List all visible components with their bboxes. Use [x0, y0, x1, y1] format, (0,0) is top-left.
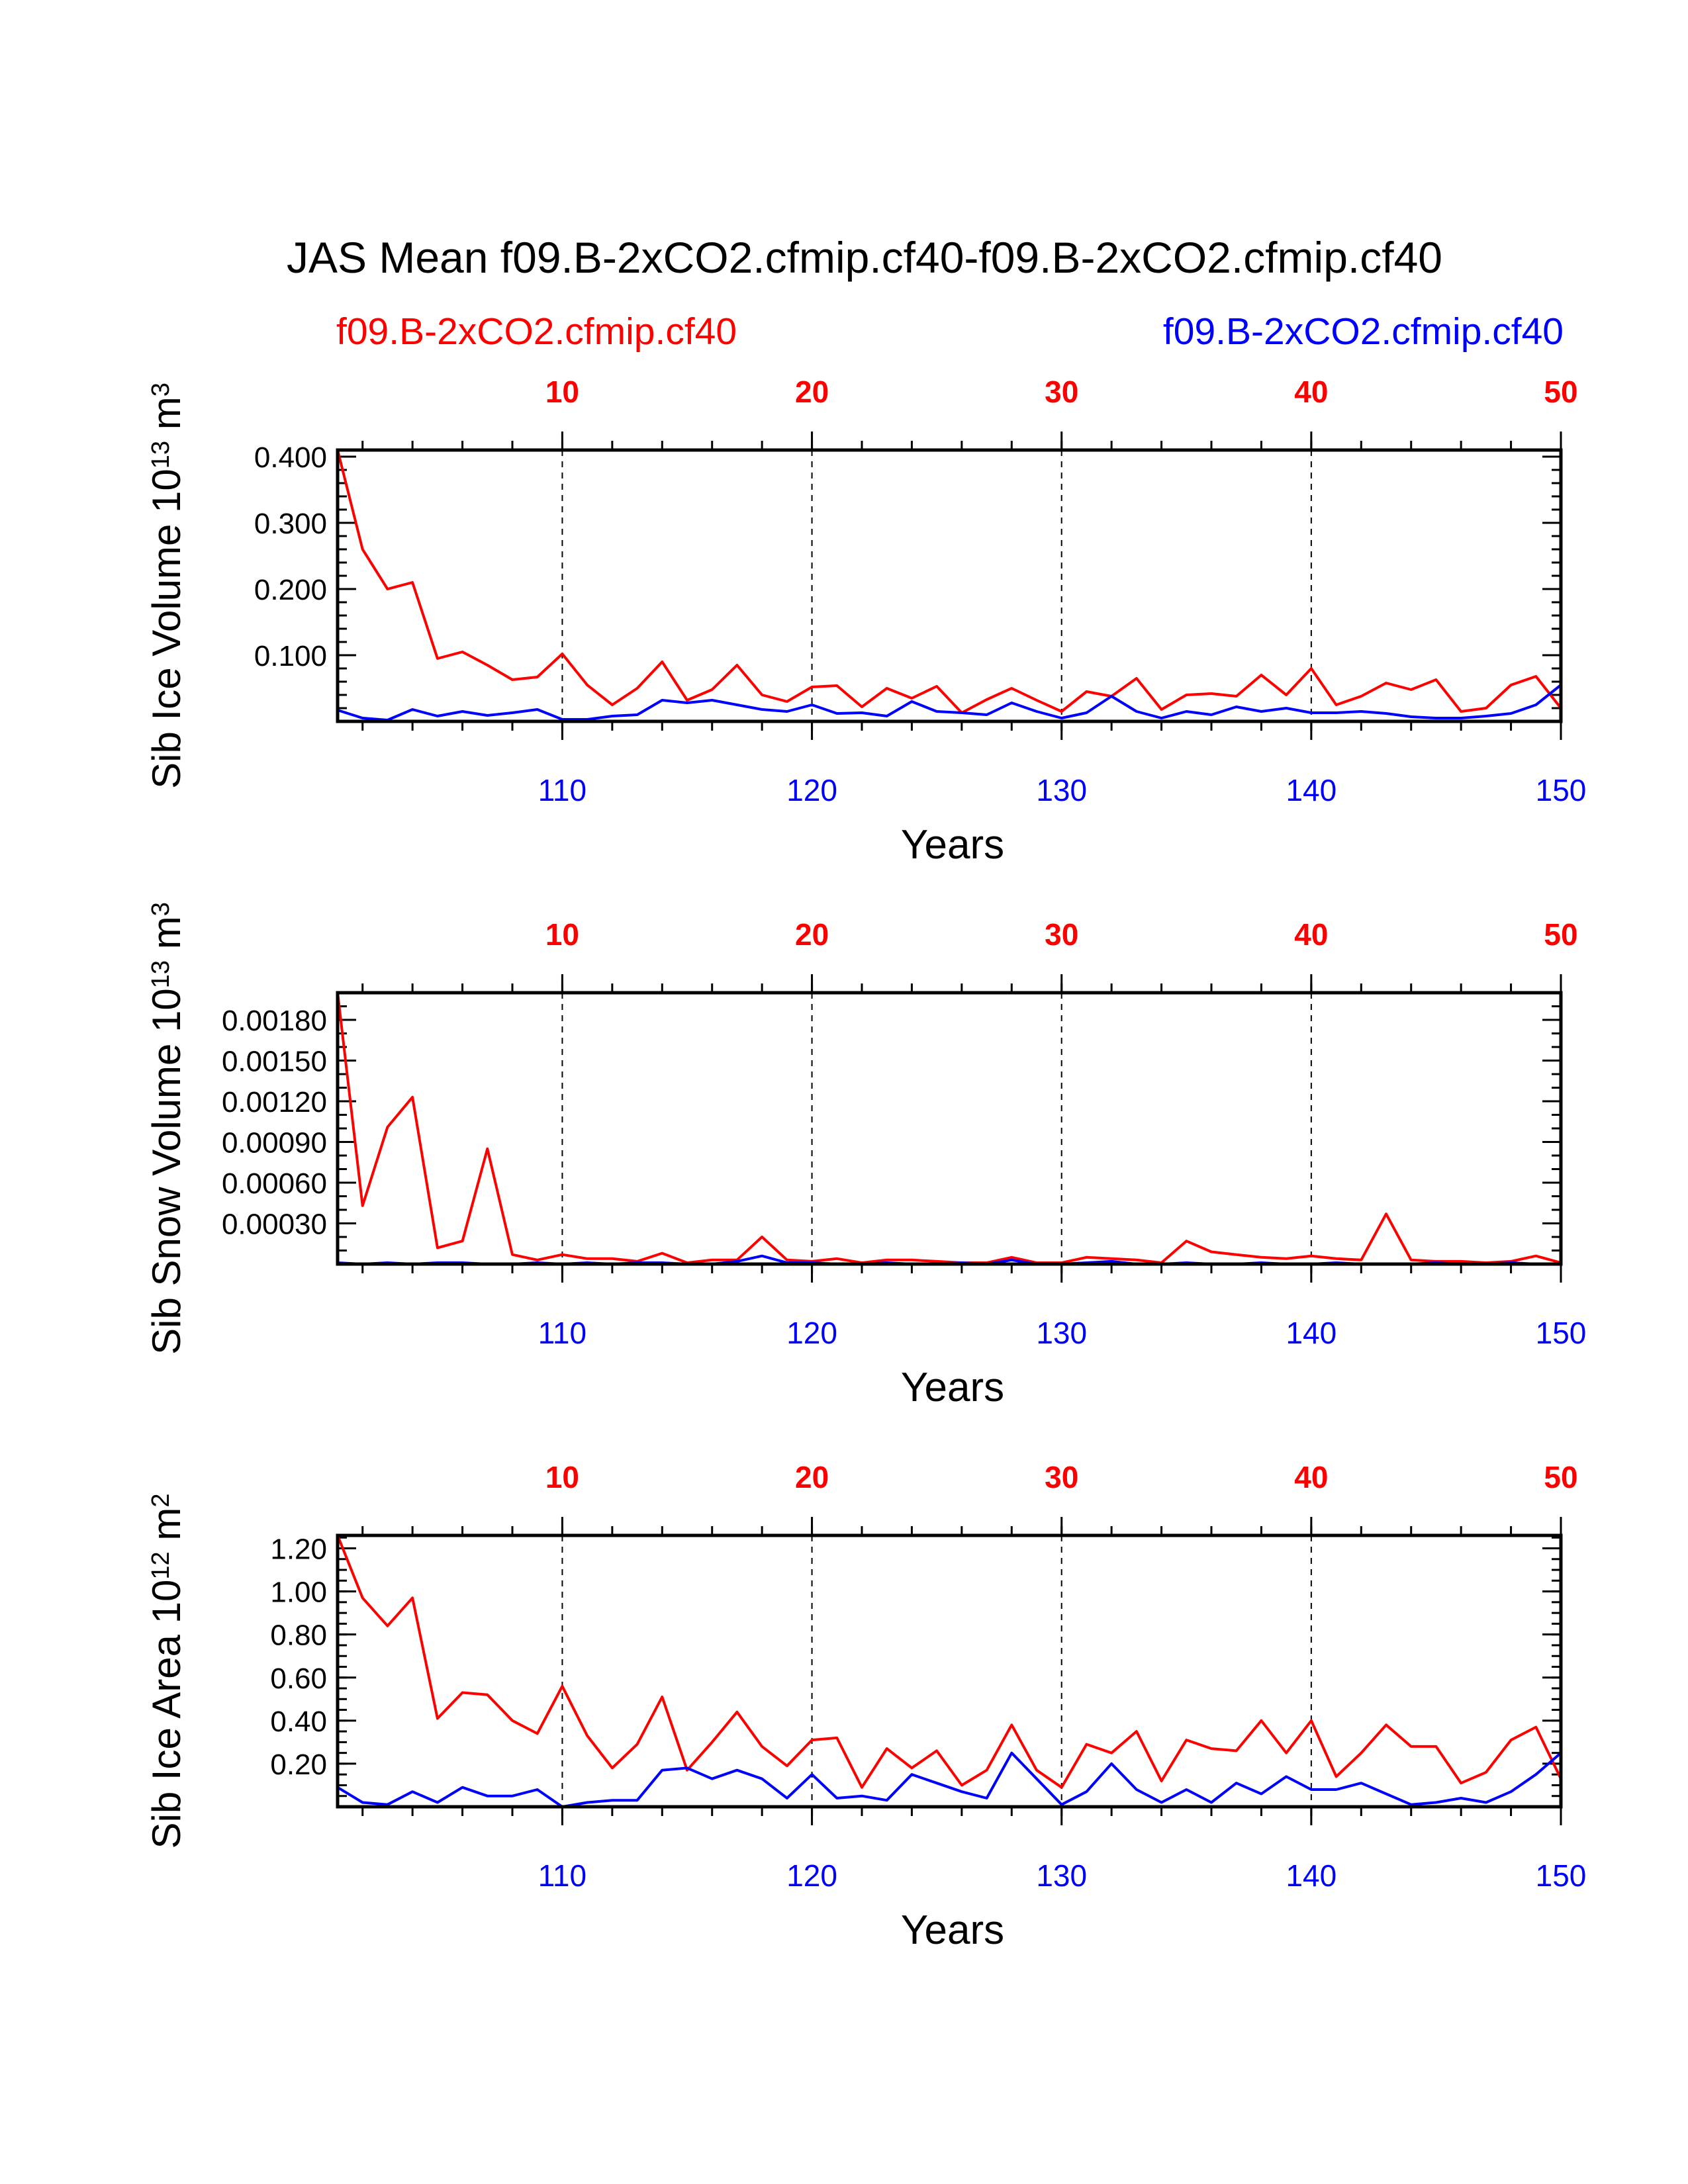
x-tick-label-top: 40 [1294, 375, 1328, 409]
x-tick-label-bottom: 110 [538, 1316, 586, 1350]
x-tick-label-bottom: 120 [786, 773, 837, 807]
panel-3: 110 120 130 140 150 10 20 30 40 50 0.20 0.40 0.60 0.8… [144, 1460, 1586, 1953]
x-tick-label-top: 30 [1045, 1460, 1078, 1494]
plot-frame [336, 448, 1563, 723]
y-tick-label: 1.20 [270, 1533, 327, 1566]
x-tick-label-bottom: 150 [1536, 1316, 1587, 1350]
x-tick-label-top: 50 [1544, 375, 1577, 409]
y-axis-title-superscript: 13 [147, 960, 175, 988]
series-line-red [336, 449, 1562, 714]
y-axis-title-part: m [144, 916, 189, 960]
x-tick-label-bottom: 110 [538, 773, 586, 807]
x-tick-label-top: 40 [1294, 917, 1328, 952]
y-axis-title-superscript: 13 [147, 441, 175, 469]
x-tick-label-top: 10 [545, 917, 579, 952]
y-axis-title-part: Sib Ice Area 10 [144, 1580, 189, 1849]
y-axis-title-part: m [144, 396, 189, 441]
y-tick-label: 0.400 [254, 441, 327, 474]
x-tick-label-top: 30 [1045, 375, 1078, 409]
y-tick-label: 0.00090 [222, 1127, 327, 1160]
y-tick-label: 0.60 [270, 1662, 327, 1695]
series-line-blue [337, 684, 1562, 721]
x-tick-label-top: 20 [795, 375, 829, 409]
y-tick-label: 0.00180 [222, 1005, 327, 1037]
y-axis-title-part: Sib Ice Volume 10 [144, 469, 189, 789]
y-tick-label: 0.40 [270, 1706, 327, 1738]
y-axis-title: Sib Ice Area 1012 m2 [144, 1493, 189, 1848]
panel-2: 110 120 130 140 150 10 20 30 40 50 0.00030 0.00060 0… [144, 902, 1586, 1410]
y-tick-label: 0.00060 [222, 1167, 327, 1200]
y-tick-label: 1.00 [270, 1576, 327, 1609]
x-tick-label-top: 20 [795, 917, 829, 952]
x-tick-label-top: 10 [545, 375, 579, 409]
y-tick-label: 0.00120 [222, 1086, 327, 1118]
x-axis-title: Years [901, 1907, 1004, 1953]
y-tick-label: 0.80 [270, 1619, 327, 1652]
x-tick-label-bottom: 150 [1536, 1858, 1587, 1893]
x-tick-label-bottom: 140 [1286, 1316, 1336, 1350]
x-tick-label-top: 50 [1544, 917, 1577, 952]
y-axis-title-superscript: 3 [147, 902, 175, 916]
x-tick-label-top: 50 [1544, 1460, 1577, 1494]
x-tick-label-top: 40 [1294, 1460, 1328, 1494]
plot-frame [336, 991, 1563, 1266]
y-tick-label: 0.100 [254, 640, 327, 672]
x-tick-label-bottom: 130 [1036, 773, 1087, 807]
x-tick-label-top: 30 [1045, 917, 1078, 952]
y-axis-title-part: m [144, 1508, 189, 1552]
series-line-blue [336, 1751, 1562, 1808]
y-axis-title-superscript: 3 [147, 383, 175, 396]
x-tick-label-bottom: 120 [786, 1316, 837, 1350]
legend-right-label: f09.B-2xCO2.cfmip.cf40 [1163, 310, 1564, 353]
y-axis-title-part: Sib Snow Volume 10 [144, 988, 189, 1355]
x-axis-title: Years [901, 1365, 1004, 1410]
y-axis-title-superscript: 12 [147, 1551, 175, 1579]
y-tick-label: 0.00150 [222, 1046, 327, 1078]
x-tick-label-top: 10 [545, 1460, 579, 1494]
x-tick-label-bottom: 130 [1036, 1858, 1087, 1893]
x-tick-label-bottom: 120 [786, 1858, 837, 1893]
y-tick-label: 0.200 [254, 574, 327, 606]
x-tick-label-bottom: 150 [1536, 773, 1587, 807]
plot-frame [336, 1533, 1563, 1809]
y-axis-title: Sib Ice Volume 1013 m3 [144, 383, 189, 789]
x-tick-label-bottom: 110 [538, 1858, 586, 1893]
main-title: JAS Mean f09.B-2xCO2.cfmip.cf40-f09.B-2x… [287, 233, 1442, 282]
panel-1: 110 120 130 140 150 10 20 30 40 50 0.100 0.200 0.300… [144, 375, 1586, 868]
x-tick-label-bottom: 130 [1036, 1316, 1087, 1350]
y-tick-label: 0.20 [270, 1749, 327, 1781]
x-tick-label-bottom: 140 [1286, 1858, 1336, 1893]
x-tick-label-bottom: 140 [1286, 773, 1336, 807]
series-line-red [336, 1535, 1562, 1789]
y-axis-title: Sib Snow Volume 1013 m3 [144, 902, 189, 1355]
y-tick-label: 0.300 [254, 508, 327, 540]
y-axis-title-superscript: 2 [147, 1493, 175, 1507]
legend-left-label: f09.B-2xCO2.cfmip.cf40 [336, 310, 737, 353]
x-tick-label-top: 20 [795, 1460, 829, 1494]
panels: 110 120 130 140 150 10 20 30 40 50 0.100 0.200 0.300… [144, 375, 1586, 1953]
x-axis-title: Years [901, 822, 1004, 868]
y-tick-label: 0.00030 [222, 1208, 327, 1241]
series-line-red [336, 992, 1562, 1264]
